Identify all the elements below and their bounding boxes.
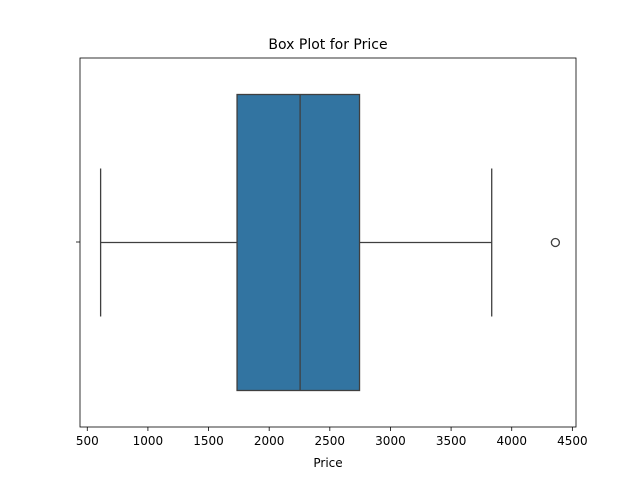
box-group	[99, 93, 561, 392]
chart-title: Box Plot for Price	[268, 37, 387, 53]
x-tick-label: 3000	[375, 434, 406, 448]
x-tick-label: 3500	[436, 434, 467, 448]
interquartile-box	[236, 93, 361, 392]
x-tick-label: 2000	[254, 434, 285, 448]
x-tick-label: 500	[76, 434, 99, 448]
x-axis-label: Price	[313, 456, 342, 470]
x-tick-label: 4000	[496, 434, 527, 448]
outlier-point	[550, 237, 561, 248]
x-tick-label: 1000	[133, 434, 164, 448]
x-axis-ticks: 500 1000 1500 2000 2500 3000 3500 4000 4500	[76, 427, 588, 448]
x-tick-label: 2500	[315, 434, 346, 448]
x-tick-label: 4500	[557, 434, 588, 448]
x-tick-label: 1500	[193, 434, 224, 448]
